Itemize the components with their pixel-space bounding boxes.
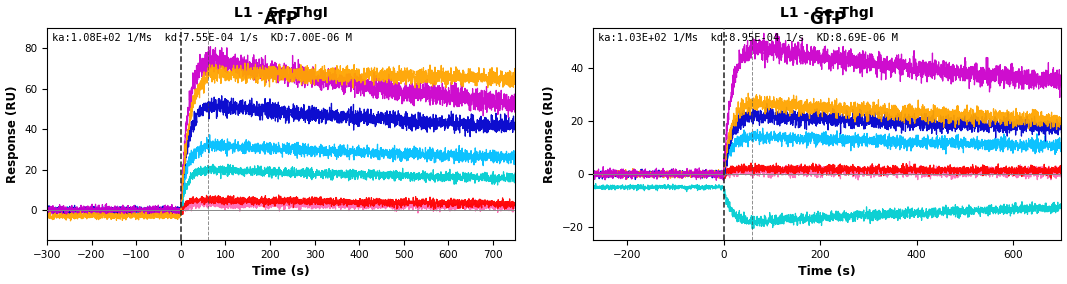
X-axis label: Time (s): Time (s) — [252, 266, 310, 278]
Title: ATP: ATP — [264, 10, 299, 28]
Text: L1 - Sc_ThgI: L1 - Sc_ThgI — [780, 6, 874, 20]
Y-axis label: Response (RU): Response (RU) — [5, 85, 18, 183]
Text: L1 - Sc_ThgI: L1 - Sc_ThgI — [234, 6, 328, 20]
Text: ka:1.03E+02 1/Ms  kd:8.95E-04 1/s  KD:8.69E-06 M: ka:1.03E+02 1/Ms kd:8.95E-04 1/s KD:8.69… — [598, 33, 897, 43]
X-axis label: Time (s): Time (s) — [798, 266, 856, 278]
Y-axis label: Response (RU): Response (RU) — [543, 85, 556, 183]
Text: ka:1.08E+02 1/Ms  kd:7.55E-04 1/s  KD:7.00E-06 M: ka:1.08E+02 1/Ms kd:7.55E-04 1/s KD:7.00… — [51, 33, 352, 43]
Title: GTP: GTP — [809, 10, 846, 28]
